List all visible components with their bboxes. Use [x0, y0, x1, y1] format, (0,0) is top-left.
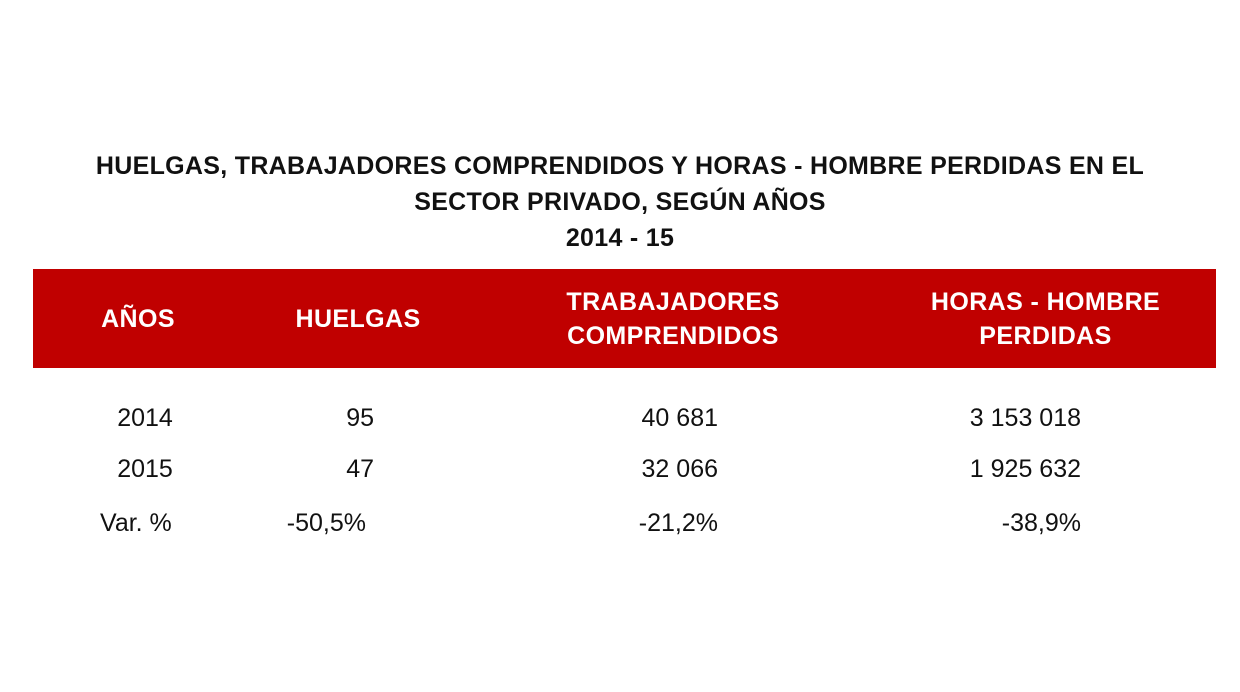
header-trabajadores-line-2: COMPRENDIDOS — [567, 321, 779, 350]
cell-year: Var. % — [100, 509, 172, 537]
cell-huelgas: -50,5% — [286, 509, 366, 537]
header-horas: HORAS - HOMBRE PERDIDAS — [893, 269, 1198, 368]
cell-year: 2014 — [117, 404, 173, 432]
cell-trabajadores: 32 066 — [641, 455, 718, 483]
table-header: AÑOS HUELGAS TRABAJADORES COMPRENDIDOS H… — [33, 269, 1216, 368]
cell-horas: -38,9% — [1001, 509, 1081, 537]
title-line-1: HUELGAS, TRABAJADORES COMPRENDIDOS Y HOR… — [95, 152, 1145, 180]
header-anos-label: AÑOS — [101, 304, 175, 333]
title-line-2: SECTOR PRIVADO, SEGÚN AÑOS — [414, 188, 826, 216]
header-huelgas: HUELGAS — [283, 269, 433, 368]
cell-horas: 3 153 018 — [969, 404, 1081, 432]
header-horas-line-2: PERDIDAS — [979, 321, 1112, 350]
cell-trabajadores: -21,2% — [638, 509, 718, 537]
cell-huelgas: 47 — [346, 455, 374, 483]
title-line-3: 2014 - 15 — [565, 224, 675, 252]
cell-horas: 1 925 632 — [969, 455, 1081, 483]
cell-huelgas: 95 — [346, 404, 374, 432]
cell-year: 2015 — [117, 455, 173, 483]
header-huelgas-label: HUELGAS — [295, 304, 421, 333]
header-horas-line-1: HORAS - HOMBRE — [930, 287, 1161, 316]
header-trabajadores: TRABAJADORES COMPRENDIDOS — [523, 269, 823, 368]
header-anos: AÑOS — [83, 269, 193, 368]
cell-trabajadores: 40 681 — [641, 404, 718, 432]
header-trabajadores-line-1: TRABAJADORES — [566, 287, 780, 316]
